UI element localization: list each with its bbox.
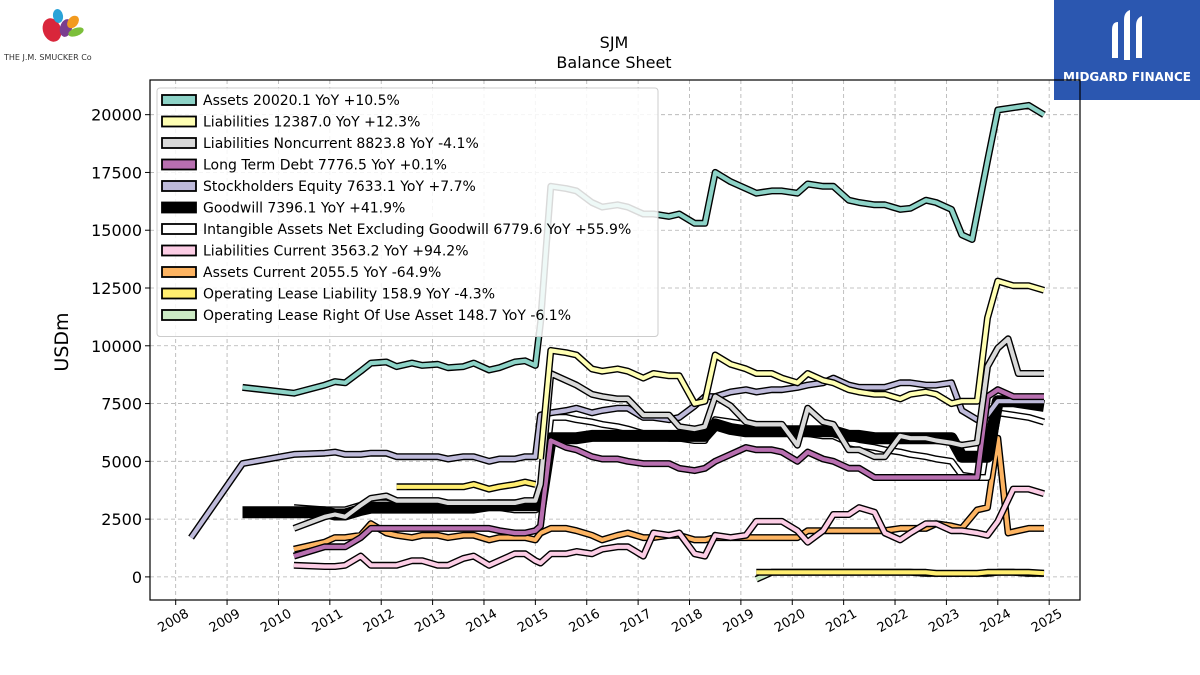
- legend-label: Assets Current 2055.5 YoY -64.9%: [203, 265, 441, 281]
- legend-swatch: [161, 94, 197, 106]
- legend-swatch: [161, 137, 197, 149]
- series-long-term-debt: [292, 386, 1044, 560]
- series-operating-lease-liability: [396, 478, 1045, 577]
- x-tick-label: 2014: [464, 606, 500, 636]
- legend: Assets 20020.1 YoY +10.5% Liabilities 123…: [156, 87, 659, 337]
- x-tick-label: 2015: [515, 606, 551, 636]
- series-liabilities-noncurrent: [292, 335, 1044, 532]
- legend-label: Intangible Assets Net Excluding Goodwill…: [203, 222, 631, 238]
- x-tick-label: 2021: [823, 606, 859, 636]
- legend-swatch: [161, 201, 197, 214]
- legend-swatch: [161, 180, 197, 192]
- legend-label: Liabilities Current 3563.2 YoY +94.2%: [203, 244, 469, 260]
- series-lines: [188, 101, 1046, 583]
- y-tick-label: 7500: [101, 395, 142, 414]
- x-tick-label: 2010: [258, 606, 294, 636]
- y-axis-label: USDm: [51, 312, 73, 371]
- legend-swatch: [161, 115, 197, 128]
- series-line: [293, 387, 1044, 559]
- series-line: [756, 570, 1045, 576]
- legend-swatch: [161, 158, 197, 171]
- y-tick-label: 17500: [91, 163, 142, 182]
- chart-subtitle: Balance Sheet: [556, 53, 671, 72]
- legend-swatch: [161, 244, 197, 257]
- legend-swatch: [161, 309, 197, 321]
- series-line: [538, 279, 1045, 460]
- legend-swatch: [161, 223, 197, 235]
- legend-label: Liabilities 12387.0 YoY +12.3%: [203, 115, 420, 131]
- legend-label: Liabilities Noncurrent 8823.8 YoY -4.1%: [203, 136, 479, 152]
- y-tick-label: 0: [132, 568, 142, 587]
- x-tick-label: 2016: [567, 606, 603, 636]
- series-line: [242, 103, 1046, 396]
- series-liabilities-current: [293, 485, 1046, 570]
- series-liabilities: [537, 277, 1046, 460]
- legend-label: Operating Lease Liability 158.9 YoY -4.3…: [203, 287, 495, 303]
- series-assets: [242, 101, 1046, 397]
- smucker-logo: THE J.M. SMUCKER Co: [0, 0, 130, 70]
- midgard-finance-logo: MIDGARD FINANCE: [1054, 0, 1200, 100]
- x-tick-label: 2020: [772, 606, 808, 636]
- y-tick-label: 15000: [91, 221, 142, 240]
- x-tick-label: 2018: [669, 606, 705, 636]
- x-tick-label: 2024: [978, 606, 1014, 636]
- plot-frame: [149, 79, 1081, 601]
- y-tick-label: 2500: [101, 510, 142, 529]
- legend-label: Goodwill 7396.1 YoY +41.9%: [203, 201, 405, 217]
- legend-label: Operating Lease Right Of Use Asset 148.7…: [203, 308, 571, 324]
- chart-title: SJM: [600, 33, 629, 52]
- legend-box: [156, 87, 659, 337]
- x-tick-label: 2025: [1029, 606, 1065, 636]
- series-line: [293, 336, 1044, 531]
- x-tick-label: 2008: [156, 606, 192, 636]
- x-tick-label: 2009: [207, 606, 243, 636]
- y-tick-label: 10000: [91, 337, 142, 356]
- y-tick-label: 12500: [91, 279, 142, 298]
- x-tick-label: 2019: [721, 606, 757, 636]
- x-axis-ticks: 2008 2009 2010 2011 2012 2013 2014 2015 2016 2017…: [156, 600, 1065, 636]
- legend-swatch: [161, 266, 197, 278]
- svg-text:THE J.M. SMUCKER Co: THE J.M. SMUCKER Co: [3, 53, 92, 62]
- x-tick-label: 2022: [875, 606, 911, 636]
- y-axis-ticks: 0 2500 5000 7500 10000 12500 15000 17500 20000: [91, 106, 150, 587]
- series-line: [293, 487, 1045, 569]
- y-tick-label: 5000: [101, 452, 142, 471]
- y-tick-label: 20000: [91, 106, 142, 125]
- x-tick-label: 2017: [618, 606, 654, 636]
- series-line: [396, 480, 536, 492]
- legend-label: Stockholders Equity 7633.1 YoY +7.7%: [203, 179, 476, 195]
- x-tick-label: 2023: [926, 606, 962, 636]
- x-tick-label: 2012: [361, 606, 397, 636]
- legend-label: Long Term Debt 7776.5 YoY +0.1%: [203, 158, 447, 174]
- x-tick-label: 2011: [310, 606, 346, 636]
- midgard-finance-text: MIDGARD FINANCE: [1063, 70, 1191, 84]
- legend-label: Assets 20020.1 YoY +10.5%: [203, 93, 400, 109]
- x-tick-label: 2013: [412, 606, 448, 636]
- legend-swatch: [161, 287, 197, 300]
